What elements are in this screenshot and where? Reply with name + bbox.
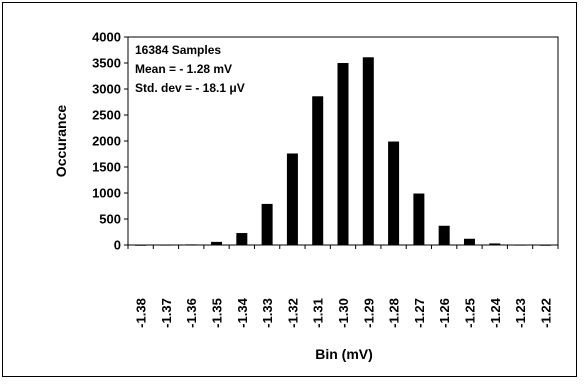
histogram-bar <box>160 244 172 246</box>
y-tick-label: 2500 <box>92 108 121 123</box>
x-tick-label: -1.31 <box>311 298 326 328</box>
x-tick-label: -1.37 <box>159 298 174 328</box>
histogram-bar <box>312 96 324 245</box>
x-tick-label: -1.28 <box>387 298 402 328</box>
x-axis: -1.38 -1.37 -1.36 -1.35 -1.34 -1.33 -1.32 -1.31… <box>127 245 559 328</box>
histogram-bar <box>135 244 147 246</box>
histogram-bar <box>514 244 526 246</box>
y-axis: 0 500 1000 1500 2000 2500 3000 3500 4000 <box>92 30 128 253</box>
x-axis-title: Bin (mV) <box>315 346 373 362</box>
x-tick-label: -1.35 <box>210 298 225 328</box>
histogram-bar <box>337 63 349 245</box>
x-tick-label: -1.23 <box>513 298 528 328</box>
histogram-bar <box>286 153 298 245</box>
histogram-bar <box>489 243 501 245</box>
bars <box>135 57 551 246</box>
y-tick-label: 4000 <box>92 30 121 45</box>
y-tick-label: 2000 <box>92 134 121 149</box>
x-tick-label: -1.32 <box>285 298 300 328</box>
histogram-bar <box>261 203 273 245</box>
y-tick-label: 0 <box>114 238 121 253</box>
histogram-bar <box>211 241 223 245</box>
y-axis-title: Occurance <box>53 105 69 178</box>
annotation-box: 16384 Samples Mean = - 1.28 mV Std. dev … <box>135 43 245 95</box>
y-tick-label: 1500 <box>92 160 121 175</box>
histogram-bar <box>185 244 197 246</box>
annotation-stddev: Std. dev = - 18.1 μV <box>135 81 245 95</box>
histogram-bar <box>463 238 475 245</box>
x-tick-label: -1.34 <box>235 297 250 327</box>
x-tick-label: -1.36 <box>184 298 199 328</box>
x-tick-label: -1.33 <box>260 298 275 328</box>
y-tick-label: 3500 <box>92 56 121 71</box>
histogram-bar <box>438 225 450 245</box>
x-tick-label: -1.26 <box>437 298 452 328</box>
x-tick-label: -1.25 <box>462 298 477 328</box>
x-tick-label: -1.30 <box>336 298 351 328</box>
x-tick-label: -1.24 <box>488 297 503 327</box>
y-tick-label: 500 <box>99 212 121 227</box>
x-tick-label: -1.22 <box>538 298 553 328</box>
histogram-bar <box>539 244 551 246</box>
histogram-bar <box>236 233 248 245</box>
y-tick-label: 1000 <box>92 186 121 201</box>
y-tick-label: 3000 <box>92 82 121 97</box>
histogram-bar <box>362 57 374 245</box>
annotation-mean: Mean = - 1.28 mV <box>135 62 232 76</box>
x-tick-label: -1.27 <box>412 298 427 328</box>
histogram-bar <box>388 141 400 245</box>
histogram-bar <box>413 193 425 245</box>
annotation-samples: 16384 Samples <box>135 43 221 57</box>
x-tick-label: -1.29 <box>361 298 376 328</box>
x-tick-label: -1.38 <box>134 298 149 328</box>
